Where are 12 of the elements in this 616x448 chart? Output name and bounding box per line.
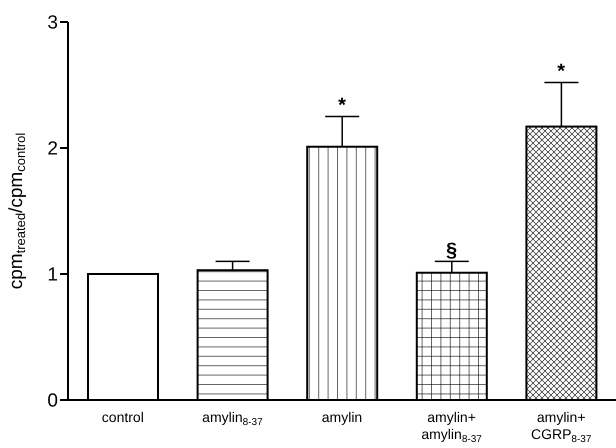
annotation: * xyxy=(338,94,346,116)
x-tick-label: amylin xyxy=(322,409,362,425)
annotation: * xyxy=(557,60,566,82)
x-tick-label: control xyxy=(102,409,144,425)
annotation: § xyxy=(446,239,458,262)
y-tick-label: 0 xyxy=(47,390,58,412)
y-tick-label: 3 xyxy=(47,12,58,34)
x-tick-label: amylin+ amylin$_{8-37}$ xyxy=(421,409,482,444)
y-tick-label: 2 xyxy=(47,138,58,160)
x-tick-label: amylin$_{8-37}$ xyxy=(202,409,264,428)
y-tick-label: 1 xyxy=(47,264,58,286)
x-tick-label: amylin+ CGRP$_{8-37}$ xyxy=(530,409,592,444)
